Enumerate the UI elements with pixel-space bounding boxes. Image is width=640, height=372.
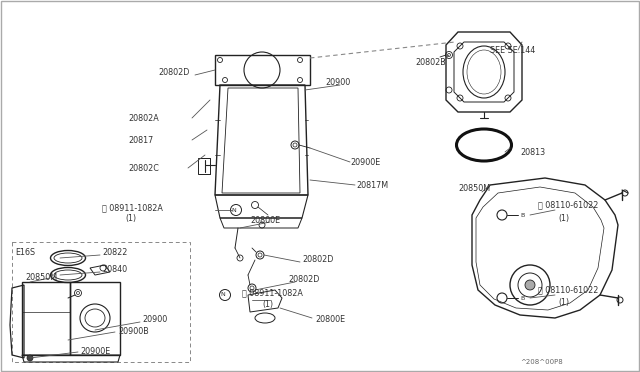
Text: Ⓑ 08110-61022: Ⓑ 08110-61022	[538, 285, 598, 295]
Text: 20840: 20840	[102, 266, 127, 275]
Text: 20900E: 20900E	[80, 347, 110, 356]
Circle shape	[525, 280, 535, 290]
Text: B: B	[520, 295, 524, 301]
Text: 20817: 20817	[128, 135, 153, 144]
Circle shape	[27, 355, 33, 361]
Text: N: N	[221, 292, 225, 298]
Text: Ⓑ 08110-61022: Ⓑ 08110-61022	[538, 201, 598, 209]
Text: 20850M: 20850M	[25, 273, 57, 282]
Text: E16S: E16S	[15, 247, 35, 257]
Text: (1): (1)	[262, 301, 273, 310]
Text: 20900E: 20900E	[350, 157, 380, 167]
Text: 20900: 20900	[325, 77, 350, 87]
Text: Ⓝ 08911-1082A: Ⓝ 08911-1082A	[102, 203, 163, 212]
Text: Ⓝ 08911-1082A: Ⓝ 08911-1082A	[242, 289, 303, 298]
Text: 20817M: 20817M	[356, 180, 388, 189]
Text: 20802D: 20802D	[302, 256, 333, 264]
Text: 20802D: 20802D	[158, 67, 189, 77]
Text: 20813: 20813	[520, 148, 545, 157]
Text: 20802D: 20802D	[288, 276, 319, 285]
Text: 20900B: 20900B	[118, 327, 148, 337]
Text: 20800E: 20800E	[315, 315, 345, 324]
Text: (1): (1)	[558, 214, 569, 222]
Text: 20822: 20822	[102, 247, 127, 257]
Text: (1): (1)	[558, 298, 569, 308]
Text: 20850M: 20850M	[458, 183, 490, 192]
Text: N: N	[232, 208, 236, 212]
Text: ^208^00P8: ^208^00P8	[520, 359, 563, 365]
Text: 20900: 20900	[142, 315, 167, 324]
Bar	[12, 242, 190, 362]
Text: SEE SE.144: SEE SE.144	[490, 45, 535, 55]
Text: 20802B: 20802B	[415, 58, 445, 67]
Text: 20802C: 20802C	[128, 164, 159, 173]
Text: (1): (1)	[125, 214, 136, 222]
Text: 20802A: 20802A	[128, 113, 159, 122]
Text: 20800E: 20800E	[250, 215, 280, 224]
Text: B: B	[520, 212, 524, 218]
